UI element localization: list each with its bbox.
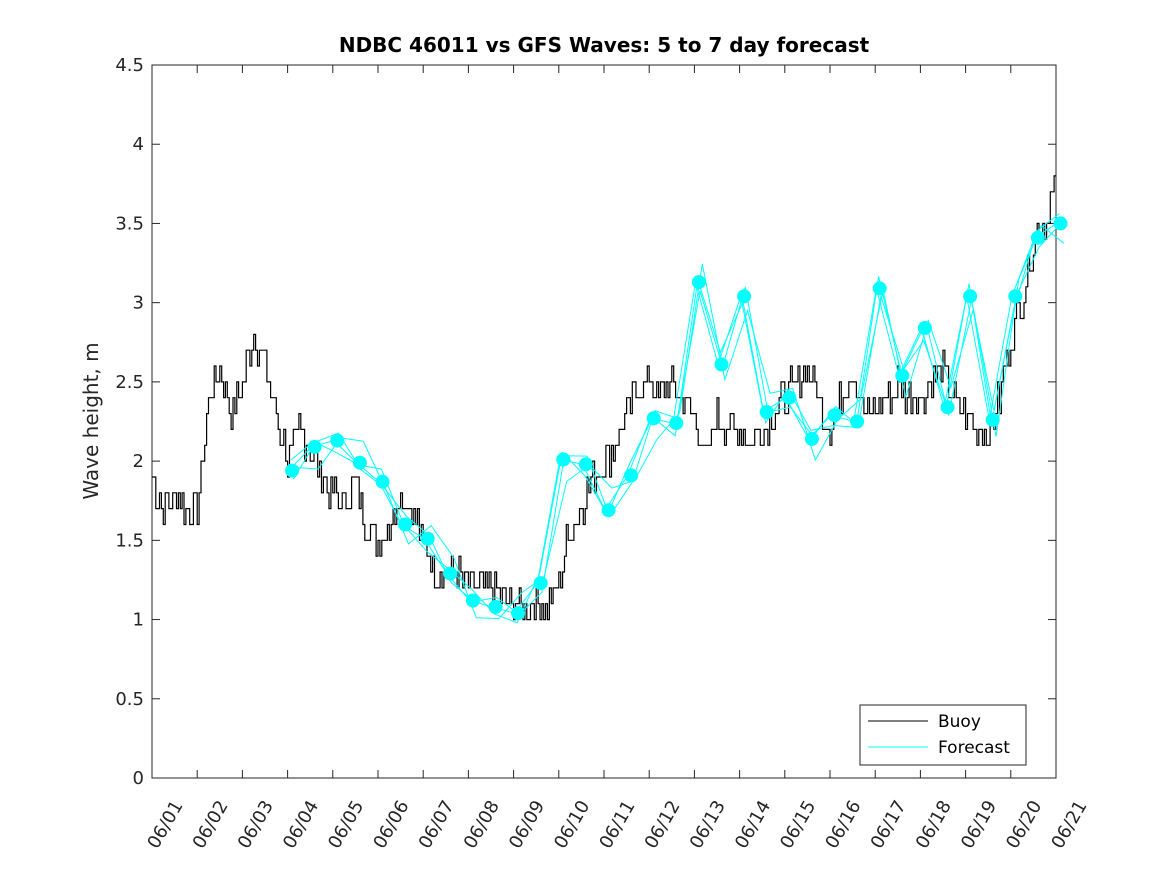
y-tick-label: 2 xyxy=(133,451,144,472)
forecast-point xyxy=(872,281,887,296)
legend-box xyxy=(859,704,1027,766)
forecast-point xyxy=(759,405,774,419)
y-tick-label: 0.5 xyxy=(115,689,144,710)
forecast-point xyxy=(737,289,752,304)
plot-area: 00.511.522.533.544.5 06/01 06/02 06/03 06/0… xyxy=(115,55,1091,852)
legend-forecast-label: Forecast xyxy=(938,738,1010,758)
forecast-point xyxy=(804,431,819,446)
forecast-point xyxy=(985,412,1000,427)
axes-box xyxy=(151,64,1057,779)
y-tick-label: 2.5 xyxy=(115,372,144,393)
y-tick-label: 3.5 xyxy=(115,213,144,234)
forecast-point xyxy=(443,566,458,581)
forecast-point xyxy=(488,599,503,614)
forecast-point xyxy=(578,457,593,472)
forecast-point xyxy=(465,593,480,608)
forecast-point xyxy=(691,275,706,290)
y-tick-label: 4 xyxy=(133,134,144,155)
y-axis-label: Wave height, m xyxy=(79,342,103,499)
forecast-point xyxy=(601,503,616,518)
forecast-point xyxy=(624,468,639,483)
forecast-point xyxy=(963,289,978,304)
legend: Buoy Forecast xyxy=(859,704,1027,766)
forecast-point xyxy=(646,411,661,426)
forecast-point xyxy=(827,408,842,423)
forecast-point xyxy=(398,517,413,532)
series-layer xyxy=(152,175,1068,624)
forecast-point xyxy=(1053,216,1068,231)
forecast-point xyxy=(895,368,910,383)
forecast-point xyxy=(330,433,345,448)
forecast-point xyxy=(285,463,300,478)
forecast-point xyxy=(420,531,435,546)
forecast-point xyxy=(375,474,390,489)
forecast-point xyxy=(714,357,729,372)
forecast-point xyxy=(533,576,548,591)
forecast-point xyxy=(917,321,932,335)
forecast-point xyxy=(1030,230,1045,245)
forecast-point xyxy=(1008,289,1023,304)
legend-buoy-label: Buoy xyxy=(938,712,981,732)
forecast-series-line xyxy=(290,213,1060,624)
forecast-point xyxy=(352,455,367,470)
forecast-point xyxy=(669,416,684,431)
forecast-point xyxy=(940,400,955,415)
chart-title: NDBC 46011 vs GFS Waves: 5 to 7 day fore… xyxy=(339,33,870,57)
forecast-point xyxy=(307,439,322,454)
forecast-series-line xyxy=(295,224,1065,620)
y-tick-label: 1 xyxy=(133,610,144,631)
forecast-point xyxy=(782,390,797,405)
y-tick-label: 1.5 xyxy=(115,530,144,551)
forecast-point xyxy=(556,452,571,467)
forecast-point xyxy=(850,414,865,429)
y-axis: 0 0.5 1 1.5 2 2.5 3 3.5 4 4.5 xyxy=(115,55,1056,789)
forecast-point xyxy=(511,606,526,621)
y-tick-label: 3 xyxy=(133,293,144,314)
y-tick-label: 0 xyxy=(133,768,144,789)
y-tick-label: 4.5 xyxy=(115,55,144,76)
